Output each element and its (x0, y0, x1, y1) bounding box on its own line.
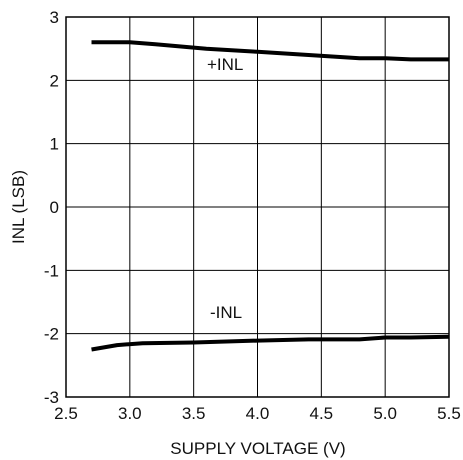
x-tick-label: 4.0 (246, 404, 270, 423)
series-label-pos-inl: +INL (207, 55, 243, 74)
series-label-neg-inl: -INL (210, 303, 242, 322)
y-axis-label: INL (LSB) (9, 170, 28, 244)
plot-area-frame (65, 16, 450, 398)
x-tick-label: 3.0 (118, 404, 142, 423)
series-line-pos-inl (91, 40, 449, 62)
x-axis-tick-labels: 2.5 3.0 3.5 4.0 4.5 5.0 5.5 (54, 404, 461, 423)
x-tick-label: 5.5 (437, 404, 461, 423)
y-tick-label: 2 (50, 71, 59, 90)
y-tick-label: 1 (50, 135, 59, 154)
y-tick-label: 0 (50, 198, 59, 217)
x-tick-label: 5.0 (373, 404, 397, 423)
y-tick-label: -1 (44, 261, 59, 280)
x-tick-label: 3.5 (182, 404, 206, 423)
x-tick-label: 2.5 (54, 404, 78, 423)
x-axis-label: SUPPLY VOLTAGE (V) (170, 439, 345, 458)
y-tick-label: 3 (50, 8, 59, 27)
y-axis-tick-labels: 3 2 1 0 -1 -2 -3 (44, 8, 59, 407)
x-tick-label: 4.5 (310, 404, 334, 423)
data-series (91, 40, 450, 352)
series-line-neg-inl (91, 334, 450, 352)
y-tick-label: -3 (44, 388, 59, 407)
y-tick-label: -2 (44, 325, 59, 344)
